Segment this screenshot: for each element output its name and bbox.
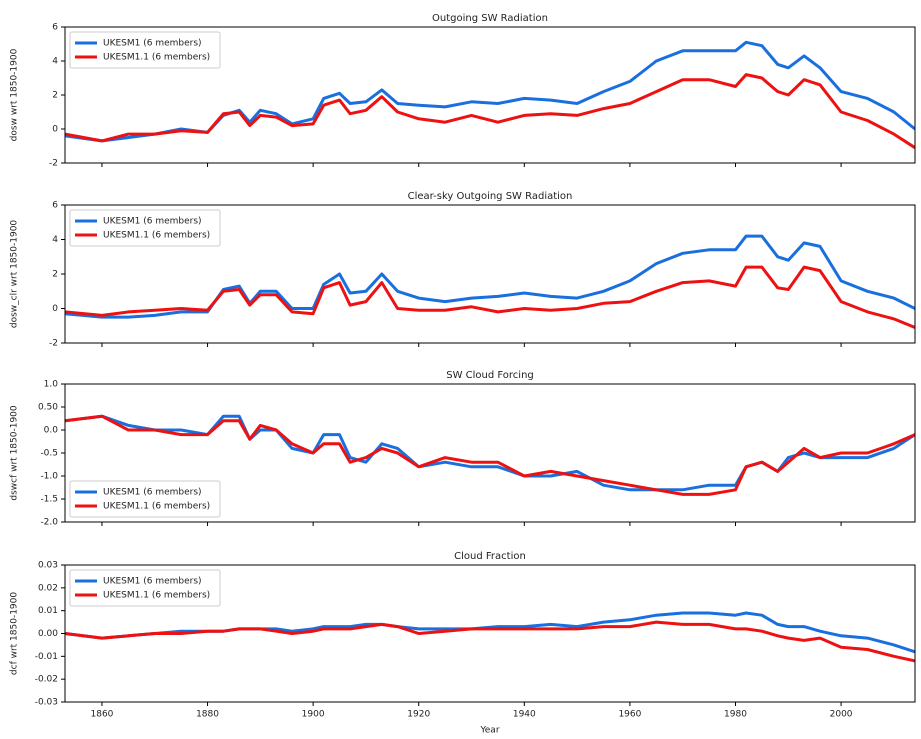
x-tick-label: 1880 (196, 710, 219, 720)
legend-label: UKESM1 (6 members) (103, 577, 202, 587)
subplot: SW Cloud Forcing dswcf wrt 1850-1900 -2.0 -… (10, 370, 916, 528)
legend: UKESM1 (6 members) UKESM1.1 (6 members) (69, 209, 221, 247)
x-tick-label: 1920 (407, 710, 430, 720)
legend: UKESM1 (6 members) UKESM1.1 (6 members) (69, 569, 221, 607)
plot-frame (64, 564, 916, 703)
y-tick-label: -0.5 (40, 449, 58, 459)
x-tick-label: 1980 (724, 710, 747, 720)
y-tick-label: 0 (52, 304, 58, 314)
legend: UKESM1 (6 members) UKESM1.1 (6 members) (69, 31, 221, 69)
y-tick-label: 2 (52, 91, 58, 101)
legend-label: UKESM1.1 (6 members) (103, 502, 210, 512)
subplot: Outgoing SW Radiation dosw wrt 1850-1900 -… (10, 13, 916, 169)
legend-label: UKESM1 (6 members) (103, 488, 202, 498)
x-axis-label: Year (479, 726, 499, 736)
series-line (65, 414, 915, 492)
y-tick-label: 0.03 (38, 561, 58, 571)
y-tick-label: 6 (52, 23, 58, 33)
plot-frame (64, 204, 916, 344)
y-tick-label: -2 (49, 339, 58, 349)
y-tick-label: -0.01 (35, 652, 58, 662)
legend-label: UKESM1.1 (6 members) (103, 231, 210, 241)
x-tick-label: 1900 (302, 710, 325, 720)
legend-box (69, 209, 221, 247)
legend-box (69, 569, 221, 607)
y-tick-label: 0 (52, 125, 58, 135)
subplot: Cloud Fraction dcf wrt 1850-1900 -0.03 -0.0… (10, 551, 916, 736)
series-line (65, 234, 915, 319)
series-line (65, 414, 915, 496)
legend-box (69, 480, 221, 518)
x-tick-label: 2000 (830, 710, 853, 720)
y-tick-label: 0.0 (44, 426, 59, 436)
plot-frame (64, 383, 916, 523)
y-tick-label: -2.0 (40, 518, 58, 528)
x-tick-label: 1940 (513, 710, 536, 720)
legend-label: UKESM1.1 (6 members) (103, 53, 210, 63)
y-tick-label: 0.00 (38, 629, 58, 639)
y-tick-label: 4 (52, 57, 58, 67)
x-tick-label: 1860 (91, 710, 114, 720)
series-line (65, 73, 915, 149)
x-tick-label: 1960 (618, 710, 641, 720)
subplot-title: Outgoing SW Radiation (432, 13, 548, 24)
y-axis-label: dosw wrt 1850-1900 (10, 48, 20, 141)
y-tick-label: 1.0 (44, 380, 59, 390)
legend-label: UKESM1.1 (6 members) (103, 591, 210, 601)
y-tick-label: 2 (52, 270, 58, 280)
y-tick-label: 4 (52, 235, 58, 245)
y-tick-label: 0.01 (38, 606, 58, 616)
legend-label: UKESM1 (6 members) (103, 217, 202, 227)
y-tick-label: 0.50 (38, 403, 58, 413)
y-tick-label: -0.03 (35, 698, 58, 708)
plot-frame (64, 26, 916, 164)
y-axis-label: dswcf wrt 1850-1900 (10, 405, 20, 501)
subplot: Clear-sky Outgoing SW Radiation dosw_clr … (10, 191, 916, 349)
y-tick-label: -2 (49, 159, 58, 169)
y-tick-label: -0.02 (35, 675, 58, 685)
subplot-title: SW Cloud Forcing (446, 370, 534, 381)
legend-box (69, 31, 221, 69)
legend: UKESM1 (6 members) UKESM1.1 (6 members) (69, 480, 221, 518)
legend-label: UKESM1 (6 members) (103, 39, 202, 49)
y-tick-label: 6 (52, 201, 58, 211)
y-axis-label: dosw_clr wrt 1850-1900 (10, 220, 20, 329)
series-line (65, 620, 915, 663)
subplot-title: Clear-sky Outgoing SW Radiation (408, 191, 573, 202)
subplot-title: Cloud Fraction (454, 551, 526, 562)
y-axis-label: dcf wrt 1850-1900 (10, 592, 20, 675)
y-tick-label: 0.02 (38, 583, 58, 593)
y-tick-label: -1.0 (40, 472, 58, 482)
series-line (65, 265, 915, 329)
y-tick-label: -1.5 (40, 495, 58, 505)
